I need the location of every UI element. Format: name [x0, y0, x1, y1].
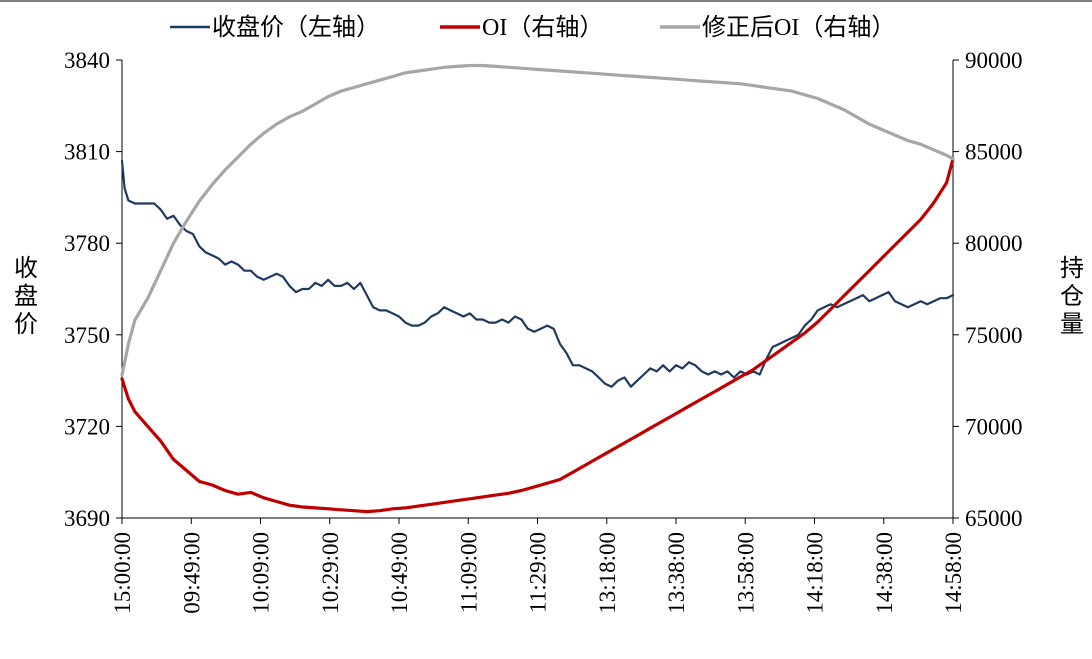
series-line-2 [120, 63, 955, 377]
x-tick-label: 13:58:00 [733, 532, 758, 614]
right-axis-title-char: 量 [1060, 312, 1084, 338]
left-tick-label: 3720 [64, 414, 110, 439]
x-tick-label: 10:49:00 [387, 532, 412, 614]
left-tick-label: 3840 [64, 48, 110, 73]
left-tick-label: 3780 [64, 231, 110, 256]
x-tick-label: 13:18:00 [595, 532, 620, 614]
x-tick-label: 11:29:00 [526, 532, 551, 613]
x-tick-label: 15:00:00 [110, 532, 135, 614]
right-axis-title-char: 仓 [1060, 283, 1084, 310]
x-tick-label: 09:49:00 [179, 532, 204, 614]
right-tick-label: 65000 [965, 506, 1023, 531]
axes: 3690 3720 3750 3780 3810 3840 65000 70000 75000 8… [0, 0, 1092, 614]
left-tick-label: 3690 [64, 506, 110, 531]
right-tick-label: 90000 [965, 48, 1023, 73]
right-tick-label: 75000 [965, 323, 1023, 348]
left-axis-title-char: 价 [14, 312, 38, 338]
legend: 收盘价（左轴） OI（右轴） 修正后OI（右轴） [170, 14, 895, 41]
x-tick-label: 14:58:00 [941, 532, 966, 614]
left-axis-title-char: 收 [14, 255, 38, 282]
right-tick-label: 70000 [965, 414, 1023, 439]
x-tick-label: 14:18:00 [803, 532, 828, 614]
legend-label: 修正后OI（右轴） [702, 14, 895, 41]
left-axis-title-char: 盘 [14, 283, 38, 310]
series-line-0 [120, 159, 955, 388]
legend-label: 收盘价（左轴） [212, 14, 380, 41]
x-tick-label: 14:38:00 [872, 532, 897, 614]
x-tick-label: 11:09:00 [456, 532, 481, 613]
x-tick-label: 13:38:00 [664, 532, 689, 614]
x-tick-label: 10:29:00 [318, 532, 343, 614]
left-tick-label: 3750 [64, 323, 110, 348]
right-tick-label: 85000 [965, 140, 1023, 165]
series-line-1 [120, 157, 955, 514]
right-tick-label: 80000 [965, 231, 1023, 256]
legend-label: OI（右轴） [482, 14, 603, 41]
x-tick-label: 10:09:00 [249, 532, 274, 614]
series-layer [120, 63, 955, 514]
left-tick-label: 3810 [64, 140, 110, 165]
right-axis-title-char: 持 [1060, 255, 1084, 282]
